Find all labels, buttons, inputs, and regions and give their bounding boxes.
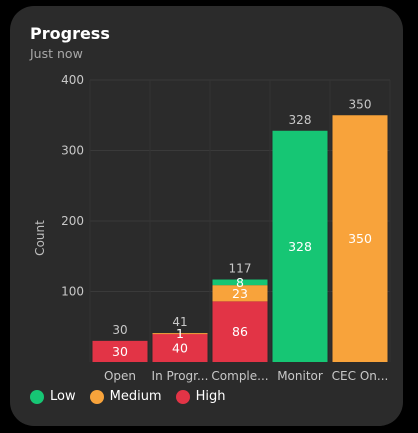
x-category-label: Open	[104, 369, 136, 383]
legend-label-medium: Medium	[109, 389, 162, 404]
bar-segment-label: 30	[112, 344, 128, 359]
bar-segment-label: 23	[232, 286, 248, 301]
bar-segment-label: 1	[176, 326, 184, 341]
legend-swatch-medium	[89, 389, 104, 404]
legend-label-high: High	[195, 389, 226, 404]
bar-segment-label: 350	[348, 231, 372, 246]
progress-card: Progress Just now 100 200 300 400 30 Open 41 In…	[10, 6, 403, 426]
bar-segment-medium	[332, 115, 388, 362]
card-subtitle: Just now	[30, 46, 83, 61]
bar-segment-high	[152, 333, 208, 362]
stacked-bar-chart: 100 200 300 400 30 Open 41 In Progr... 117 Comple…	[33, 73, 391, 383]
bar-total-label: 328	[289, 113, 312, 127]
card-title: Progress	[30, 24, 110, 43]
bar-segment-label: 328	[288, 239, 312, 254]
legend-swatch-high	[175, 389, 190, 404]
y-tick-label: 200	[61, 214, 84, 228]
bar-segment-high	[92, 340, 148, 362]
bar-total-label: 30	[112, 323, 127, 337]
y-tick-label: 100	[61, 285, 84, 299]
bar-total-label: 117	[229, 262, 252, 276]
label-layer: 100 200 300 400 30 Open 41 In Progr... 117 Comple…	[61, 73, 388, 383]
bar-segment-high	[212, 301, 268, 362]
x-category-label: CEC On...	[332, 369, 389, 383]
bar-segment-medium	[152, 333, 208, 335]
legend-label-low: Low	[50, 389, 76, 404]
bar-segment-label: 8	[236, 275, 244, 290]
bar-layer	[92, 115, 388, 362]
bar-segment-label: 40	[172, 340, 188, 355]
bar-segment-low	[212, 279, 268, 286]
bar-segment-label: 86	[232, 324, 248, 339]
y-tick-label: 400	[61, 73, 84, 87]
x-category-label: In Progr...	[152, 369, 209, 383]
bar-segment-medium	[212, 285, 268, 302]
bar-total-label: 41	[172, 315, 187, 329]
legend-swatch-low	[30, 389, 44, 404]
y-axis-title: Count	[33, 220, 47, 256]
legend-item-low[interactable]: Low	[30, 389, 76, 404]
bar-segment-low	[272, 130, 328, 362]
legend-item-high[interactable]: High	[175, 389, 226, 404]
x-category-label: Comple...	[211, 369, 268, 383]
x-category-label: Monitor	[277, 369, 323, 383]
chart-legend: Low Medium High	[30, 389, 225, 404]
y-tick-label: 300	[61, 144, 84, 158]
bar-total-label: 350	[349, 97, 372, 111]
legend-item-medium[interactable]: Medium	[89, 389, 162, 404]
